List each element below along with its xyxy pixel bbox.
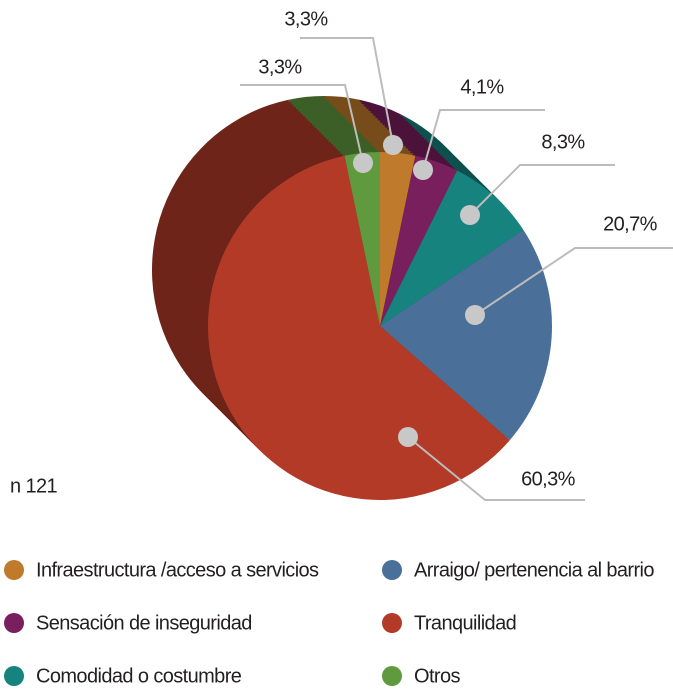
legend-label: Comodidad o costumbre: [36, 665, 242, 687]
legend-swatch: [382, 613, 402, 633]
leader-line: [407, 436, 585, 501]
legend-label: Arraigo/ pertenencia al barrio: [414, 559, 654, 581]
leader-line: [474, 247, 673, 316]
leader-dot: [465, 305, 485, 325]
legend-label: Tranquilidad: [414, 612, 516, 634]
leader-line: [300, 37, 394, 146]
leader-dot: [353, 153, 373, 173]
value-label: 3,3%: [284, 8, 328, 30]
slice: [344, 152, 380, 326]
value-label: 20,7%: [603, 213, 658, 235]
slice: [380, 230, 552, 441]
leader-line: [422, 109, 545, 171]
slice: [380, 170, 524, 326]
legend-swatch: [382, 560, 402, 580]
legend-swatch: [4, 666, 24, 686]
value-label: 4,1%: [460, 76, 504, 98]
leader-line: [469, 164, 615, 216]
sample-note: n 121: [10, 475, 58, 497]
leader-dot: [413, 160, 433, 180]
slice: [380, 152, 416, 326]
value-label: 3,3%: [258, 56, 302, 78]
leader-dot: [398, 427, 418, 447]
value-label: 60,3%: [521, 468, 576, 490]
leader-line: [240, 84, 364, 164]
legend-label: Infraestructura /acceso a servicios: [36, 559, 319, 581]
legend-swatch: [4, 560, 24, 580]
legend-label: Otros: [414, 665, 460, 687]
slice: [207, 155, 510, 500]
leader-dot: [460, 205, 480, 225]
leader-dot: [383, 135, 403, 155]
legend-swatch: [4, 613, 24, 633]
value-label: 8,3%: [541, 131, 585, 153]
legend-label: Sensación de inseguridad: [36, 612, 252, 634]
legend-swatch: [382, 666, 402, 686]
slice: [380, 155, 458, 326]
